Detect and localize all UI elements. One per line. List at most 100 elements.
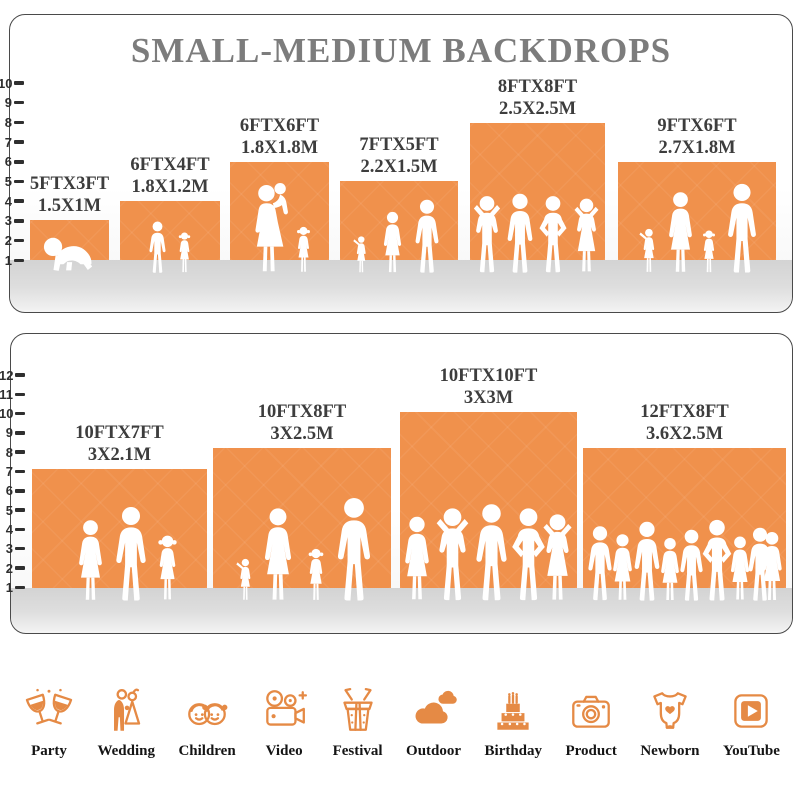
people-silhouettes (43, 237, 93, 271)
category-festival: Festival (333, 686, 383, 760)
size-ft: 10FTX8FT (257, 402, 347, 422)
backdrop-bar-10ftx8ft: 10FTX8FT 3X2.5M (213, 402, 391, 601)
ruler-tick-dash (13, 179, 24, 184)
ruler-tick-dash (14, 546, 25, 551)
ruler-feet: 10 9 8 7 6 5 4 3 2 1 (0, 15, 24, 312)
silhouette-man (337, 498, 371, 601)
ruler-tick: 5 (0, 174, 24, 189)
ruler-tick: 12 (0, 368, 25, 383)
ruler-tick-dash (13, 100, 24, 105)
category-icon-row: Party Wedding (0, 656, 800, 760)
size-ft: 10FTX7FT (75, 423, 164, 443)
people-silhouettes (588, 519, 782, 601)
category-label: Birthday (484, 743, 543, 759)
ruler-tick-dash (14, 489, 25, 493)
silhouette-man (680, 529, 703, 601)
backdrop-size-label: 10FTX7FT 3X2.1M (5, 423, 235, 466)
backdrop-bar-12ftx8ft: 12FTX8FT 3.6X2.5M (583, 402, 786, 601)
silhouette-woman (661, 537, 679, 601)
people-silhouettes (473, 193, 599, 273)
silhouette-man (116, 506, 146, 601)
silhouette-woman (264, 508, 292, 600)
ruler-tick: 6 (0, 483, 25, 498)
category-birthday: Birthday (484, 686, 543, 760)
ruler-tick-number: 8 (4, 114, 12, 130)
size-m: 1.8X1.8M (240, 137, 319, 158)
backdrop-bar-10ftx10ft: 10FTX10FT 3X3M (400, 366, 577, 601)
festival-icon (342, 687, 373, 731)
category-party: Party (24, 686, 74, 760)
silhouette-girl (703, 230, 715, 273)
ruler-tick-number: 7 (4, 134, 12, 150)
size-ft: 7FTX5FT (359, 135, 439, 155)
people-silhouettes (236, 498, 371, 601)
ruler-tick-number: 3 (5, 541, 13, 557)
video-icon (266, 690, 308, 726)
ruler-tick-dash (14, 450, 25, 454)
size-m: 2.7X1.8M (658, 137, 736, 158)
ruler-tick-number: 5 (4, 174, 12, 189)
ruler-tick: 1 (0, 252, 24, 268)
ruler-tick-dash (13, 258, 24, 263)
backdrop-bar-8ftx8ft: 8FTX8FT 2.5X2.5M (470, 77, 605, 273)
size-ft: 6FTX4FT (130, 155, 210, 175)
ruler-tick-number: 6 (4, 154, 12, 170)
backdrop-size-label: 12FTX8FT 3.6X2.5M (570, 402, 800, 445)
silhouette-girl (158, 535, 177, 600)
ruler-tick-number: 2 (4, 233, 12, 249)
category-label: Video (265, 743, 303, 759)
ruler-tick-number: 7 (5, 464, 13, 479)
ruler-tick-dash (13, 120, 24, 125)
ruler-tick-dash (14, 411, 25, 416)
silhouette-crawling-baby (43, 237, 93, 271)
category-label: YouTube (722, 743, 780, 759)
silhouette-man-hands-on-hips (512, 508, 545, 601)
ruler-tick: 9 (0, 425, 25, 440)
category-product: Product (565, 686, 617, 760)
ruler-tick: 5 (0, 503, 25, 518)
people-silhouettes (405, 504, 572, 601)
page-title: SMALL-MEDIUM BACKDROPS (130, 31, 672, 70)
people-silhouettes (639, 183, 756, 273)
ruler-tick-dash (14, 469, 25, 474)
panel-small-medium: SMALL-MEDIUM BACKDROPS 10 9 8 7 6 5 4 3 2 1 5FTX3… (0, 14, 793, 313)
ruler-tick-number: 11 (0, 386, 13, 402)
size-ft: 9FTX6FT (657, 116, 737, 136)
backdrop-bar-10ftx7ft: 10FTX7FT 3X2.1M (32, 423, 207, 601)
size-m: 1.8X1.2M (131, 176, 209, 197)
silhouette-woman (669, 192, 692, 272)
ruler-tick-number: 4 (4, 193, 12, 209)
silhouette-man (507, 193, 533, 273)
backdrop-size-label: 6FTX4FT 1.8X1.2M (55, 155, 285, 198)
category-label: Newborn (640, 743, 700, 759)
size-ft: 6FTX6FT (239, 116, 320, 136)
silhouette-man (588, 526, 612, 601)
outdoor-icon (415, 690, 457, 724)
backdrop-size-label: 10FTX10FT 3X3M (374, 366, 604, 409)
category-label: Festival (332, 743, 383, 759)
category-label: Outdoor (406, 743, 462, 759)
ruler-tick-dash (13, 219, 24, 223)
backdrop-bar-5ftx3ft: 5FTX3FT 1.5X1M (30, 174, 109, 271)
product-icon (572, 695, 611, 728)
category-children: Children (178, 686, 236, 760)
silhouette-girl (639, 228, 655, 272)
party-icon (25, 688, 73, 725)
ruler-tick-number: 1 (4, 252, 12, 268)
ruler-tick-number: 10 (0, 75, 13, 91)
backdrop-size-label: 6FTX6FT 1.8X1.8M (165, 116, 395, 159)
ruler-tick: 6 (0, 154, 24, 170)
wedding-icon (114, 688, 141, 731)
silhouette-woman-arms-up (543, 514, 572, 600)
silhouette-man-arms-up (473, 196, 501, 273)
floor-shadow (10, 260, 792, 311)
category-label: Party (31, 743, 67, 759)
ruler-tick: 9 (0, 95, 24, 110)
people-silhouettes (353, 199, 439, 273)
ruler-tick: 3 (0, 213, 24, 228)
silhouette-man-hands-on-hips (702, 519, 732, 601)
silhouette-girl (178, 232, 191, 273)
backdrop-size-label: 9FTX6FT 2.7X1.8M (582, 116, 800, 159)
ruler-tick: 1 (0, 580, 25, 595)
ruler-tick-dash (13, 81, 24, 85)
